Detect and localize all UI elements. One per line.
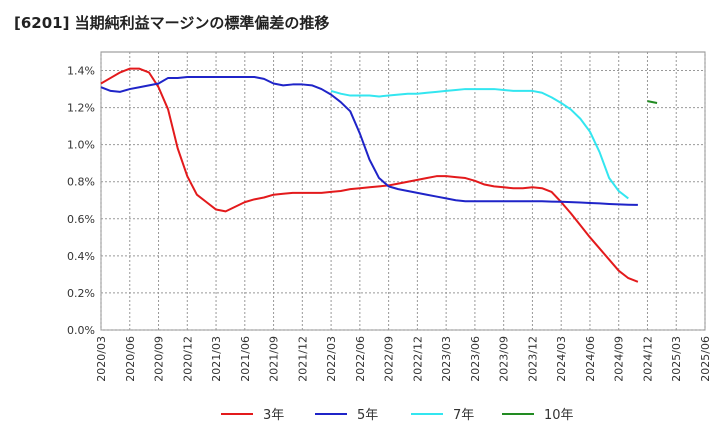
x-tick-label: 2021/12 bbox=[296, 336, 309, 382]
chart-title: [6201] 当期純利益マージンの標準偏差の推移 bbox=[14, 14, 330, 32]
x-tick-label: 2022/03 bbox=[325, 336, 338, 382]
x-tick-label: 2020/03 bbox=[95, 336, 108, 382]
x-tick-label: 2023/03 bbox=[440, 336, 453, 382]
y-tick-label: 0.6% bbox=[67, 213, 95, 226]
y-tick-label: 1.0% bbox=[67, 139, 95, 152]
x-tick-label: 2024/06 bbox=[584, 336, 597, 382]
x-tick-label: 2021/06 bbox=[239, 336, 252, 382]
x-tick-label: 2023/06 bbox=[469, 336, 482, 382]
x-tick-label: 2024/12 bbox=[641, 336, 654, 382]
x-tick-label: 2021/09 bbox=[268, 336, 281, 382]
series-line-1 bbox=[100, 67, 639, 283]
x-axis-ticks: 2020/03 2020/06 2020/09 2020/12 2021/03 2021/… bbox=[95, 336, 712, 382]
x-tick-label: 2022/06 bbox=[354, 336, 367, 382]
legend-label-1: 3年 bbox=[263, 408, 284, 423]
series-lines bbox=[100, 67, 658, 283]
x-tick-label: 2022/12 bbox=[411, 336, 424, 382]
y-tick-label: 1.4% bbox=[67, 65, 95, 78]
series-line-2 bbox=[100, 76, 638, 206]
y-tick-label: 0.8% bbox=[67, 176, 95, 189]
y-axis-ticks: 0.0% 0.2% 0.4% 0.6% 0.8% 1.0% 1.2% 1.4% bbox=[67, 65, 95, 337]
x-tick-label: 2021/03 bbox=[210, 336, 223, 382]
x-tick-label: 2023/12 bbox=[526, 336, 539, 382]
legend: 3年 5年 7年 10年 bbox=[221, 408, 574, 423]
y-tick-label: 0.2% bbox=[67, 287, 95, 300]
y-tick-label: 1.2% bbox=[67, 102, 95, 115]
legend-label-4: 10年 bbox=[544, 408, 574, 423]
x-tick-label: 2020/06 bbox=[124, 336, 137, 382]
legend-label-3: 7年 bbox=[453, 408, 474, 423]
x-tick-label: 2020/12 bbox=[181, 336, 194, 382]
x-tick-label: 2025/03 bbox=[670, 336, 683, 382]
y-tick-label: 0.4% bbox=[67, 250, 95, 263]
x-tick-label: 2025/06 bbox=[699, 336, 712, 382]
x-tick-label: 2024/03 bbox=[555, 336, 568, 382]
x-tick-label: 2022/09 bbox=[383, 336, 396, 382]
x-tick-label: 2024/09 bbox=[613, 336, 626, 382]
series-line-3 bbox=[330, 88, 629, 200]
legend-label-2: 5年 bbox=[357, 408, 378, 423]
series-line-4 bbox=[647, 100, 658, 104]
x-tick-label: 2023/09 bbox=[498, 336, 511, 382]
x-tick-label: 2020/09 bbox=[153, 336, 166, 382]
y-tick-label: 0.0% bbox=[67, 324, 95, 337]
